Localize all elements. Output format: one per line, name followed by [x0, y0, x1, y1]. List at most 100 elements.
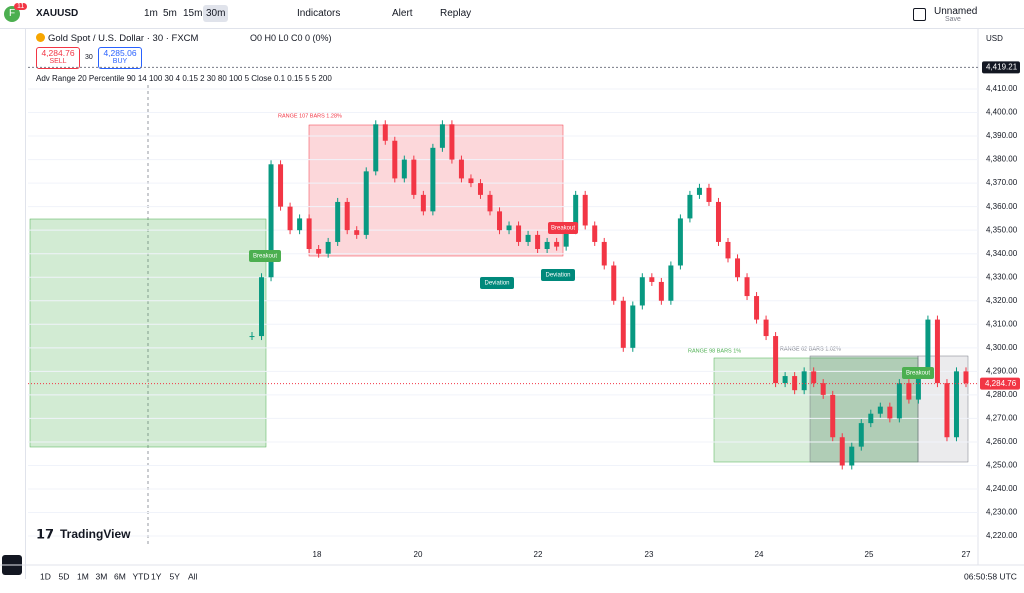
sell-price: 4,284.76: [41, 48, 75, 58]
candle-body: [811, 371, 817, 384]
range-label: RANGE 107 BARS 1.28%: [278, 113, 342, 119]
candle-body: [420, 194, 426, 212]
candle-body: [611, 265, 617, 301]
candle-body: [259, 277, 265, 337]
candle-body: [763, 319, 769, 337]
interval[interactable]: 15m: [183, 8, 203, 19]
candle-body: [744, 277, 750, 297]
candle-body: [735, 258, 741, 278]
candle-body: [858, 423, 864, 447]
range-button[interactable]: 5D: [59, 571, 70, 581]
replay-button[interactable]: Replay: [440, 8, 472, 19]
save-label[interactable]: Save: [945, 16, 961, 23]
candle-body: [839, 437, 845, 466]
range-button[interactable]: YTD: [133, 571, 150, 581]
candle-body: [335, 201, 341, 242]
candle-body: [325, 241, 331, 254]
range-button[interactable]: 1D: [40, 571, 51, 581]
y-tick-label: 4,320.00: [986, 296, 1018, 305]
buy-button[interactable]: 4,285.06 BUY: [98, 47, 142, 69]
candle-body: [411, 159, 417, 195]
x-tick-label: 27: [962, 550, 971, 559]
x-tick-label: 25: [865, 550, 874, 559]
layout-name[interactable]: Unnamed: [934, 6, 978, 17]
top-toolbar: [0, 0, 1024, 29]
avatar[interactable]: F: [4, 6, 20, 22]
candle-body: [868, 413, 874, 424]
candle-body: [382, 124, 388, 141]
range-button[interactable]: 3M: [96, 571, 108, 581]
interval-active[interactable]: 30m: [203, 5, 229, 22]
candle-body: [953, 371, 959, 438]
candle-body: [487, 194, 493, 212]
high-price: 4,419.21: [986, 62, 1018, 71]
candle-body: [458, 159, 464, 179]
candle-body: [792, 376, 798, 391]
candle-body: [877, 406, 883, 414]
candle-body: [687, 194, 693, 219]
y-tick-label: 4,330.00: [986, 272, 1018, 281]
y-tick-label: 4,360.00: [986, 202, 1018, 211]
candle-body: [944, 383, 950, 438]
left-toolbar: [0, 29, 26, 579]
candle-body: [677, 218, 683, 266]
indicators-button[interactable]: Indicators: [297, 8, 341, 19]
symbol[interactable]: XAUUSD: [36, 8, 79, 19]
candle-body: [287, 206, 293, 231]
candle-body: [363, 171, 369, 235]
current-price: 4,284.76: [985, 379, 1017, 388]
sell-button[interactable]: 4,284.76 SELL: [36, 47, 80, 69]
logo: 𝟭𝟳: [36, 526, 54, 541]
currency[interactable]: USD: [986, 34, 1003, 43]
interval[interactable]: 5m: [163, 8, 177, 19]
breakout-tag: [548, 222, 578, 234]
y-tick-label: 4,270.00: [986, 414, 1018, 423]
deviation-label: Deviation: [484, 281, 509, 287]
candle-body: [658, 281, 664, 301]
y-tick-label: 4,260.00: [986, 437, 1018, 446]
breakout-label: Breakout: [253, 254, 277, 260]
y-tick-label: 4,380.00: [986, 155, 1018, 164]
x-tick-label: 18: [313, 550, 322, 559]
y-tick-label: 4,220.00: [986, 531, 1018, 540]
y-tick-label: 4,280.00: [986, 390, 1018, 399]
candle-body: [820, 383, 826, 395]
y-tick-label: 4,370.00: [986, 178, 1018, 187]
buy-price: 4,285.06: [103, 48, 137, 58]
sell-label: SELL: [49, 58, 67, 65]
y-tick-label: 4,410.00: [986, 84, 1018, 93]
candle-body: [849, 446, 855, 466]
indicator-legend: Adv Range 20 Percentile 90 14 100 30 4 0…: [36, 74, 332, 83]
range-button[interactable]: All: [188, 571, 198, 581]
candle-body: [801, 371, 807, 391]
range-label: RANGE 98 BARS 1%: [688, 348, 741, 354]
candle-body: [649, 277, 655, 282]
x-tick-label: 22: [534, 550, 543, 559]
candle-body: [354, 230, 360, 235]
candle-body: [344, 201, 350, 231]
candle-body: [573, 194, 579, 231]
candle-body: [630, 305, 636, 348]
candle-body: [668, 265, 674, 301]
candle-body: [782, 376, 788, 384]
candle-body: [430, 147, 436, 212]
breakout-label: Breakout: [906, 371, 930, 377]
range-button[interactable]: 6M: [114, 571, 126, 581]
range-button[interactable]: 5Y: [170, 571, 181, 581]
candle-body: [439, 124, 445, 148]
candle-body: [249, 336, 255, 338]
deviation-tag: [480, 277, 514, 289]
candle-body: [639, 277, 645, 306]
candle-body: [544, 241, 550, 249]
range-button[interactable]: 1M: [77, 571, 89, 581]
current-price-tag: [980, 377, 1020, 390]
breakout-tag: [902, 367, 934, 379]
interval[interactable]: 1m: [144, 8, 158, 19]
range-button[interactable]: 1Y: [151, 571, 162, 581]
candle-body: [592, 225, 598, 242]
candle-body: [554, 241, 560, 247]
candle-body: [715, 201, 721, 242]
alert-button[interactable]: Alert: [392, 8, 413, 19]
